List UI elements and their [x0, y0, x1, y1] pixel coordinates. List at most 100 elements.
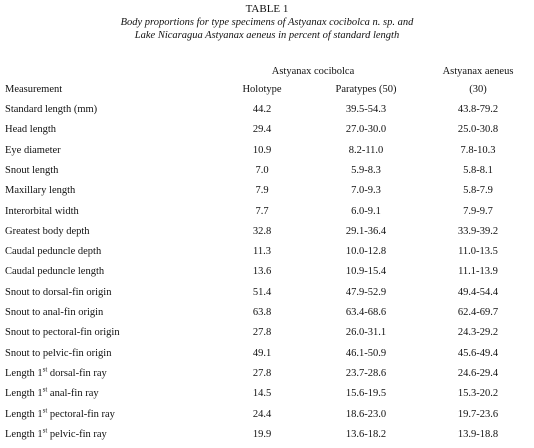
label-part: Greatest body depth: [5, 225, 90, 237]
column-header: Holotype: [242, 84, 282, 95]
label-part: Length 1: [5, 388, 43, 400]
row-label: Greatest body depth: [5, 226, 90, 238]
table-cell: 29.1-36.4: [345, 225, 387, 237]
table-cell: 33.9-39.2: [457, 225, 499, 237]
table-cell: 7.7: [255, 205, 269, 217]
row-label: Head length: [5, 124, 56, 136]
table-cell: 5.8-8.1: [463, 164, 493, 176]
table-cell: 23.7-28.6: [345, 367, 387, 379]
table-cell: 19.7-23.6: [457, 408, 499, 420]
label-part: pelvic-fin ray: [47, 428, 107, 440]
table-cell: 5.9-8.3: [351, 164, 381, 176]
column-header: Measurement: [5, 84, 63, 95]
table-cell: 24.4: [252, 408, 272, 420]
table-cell: 44.2: [252, 104, 272, 115]
row-label: Standard length (mm): [5, 104, 97, 116]
group-header: Astyanax aeneus: [442, 66, 514, 77]
table-cell: 51.4: [252, 286, 272, 298]
table-cell: 45.6-49.4: [457, 347, 499, 359]
row-label: Snout to anal-fin origin: [5, 307, 103, 319]
label-part: Snout to pectoral-fin origin: [5, 327, 120, 339]
label-part: Caudal peduncle length: [5, 266, 105, 278]
table-cell: 63.8: [252, 307, 272, 318]
table-cell: 10.9-15.4: [345, 266, 387, 278]
table-cell: 7.0: [255, 164, 269, 176]
label-part: Snout to anal-fin origin: [5, 307, 104, 318]
label-part: Snout to dorsal-fin origin: [5, 286, 112, 298]
label-part: dorsal-fin ray: [47, 367, 107, 379]
row-label: Eye diameter: [5, 145, 61, 157]
table-cell: 15.6-19.5: [345, 388, 387, 400]
column-header: (30): [469, 84, 487, 95]
table-cell: 32.8: [252, 225, 272, 237]
label-part: Length 1: [5, 408, 43, 420]
label-part: st: [42, 365, 48, 374]
table-cell: 13.9-18.8: [457, 428, 499, 440]
table-cell: 7.9: [255, 185, 269, 197]
label-part: st: [42, 385, 48, 394]
table-cell: 11.1-13.9: [458, 266, 498, 278]
label-part: Snout length: [5, 164, 59, 176]
table-cell: 7.8-10.3: [460, 144, 496, 156]
table-cell: 49.4-54.4: [457, 286, 499, 298]
table-cell: 15.3-20.2: [457, 388, 499, 400]
label-part: Caudal peduncle depth: [5, 246, 102, 258]
row-label: Length 1st anal-fin ray: [5, 385, 99, 400]
table-cell: 7.0-9.3: [351, 185, 381, 197]
row-label: Snout to pectoral-fin origin: [5, 327, 120, 339]
table-cell: 24.3-29.2: [457, 327, 499, 339]
table-cell: 5.8-7.9: [463, 185, 493, 197]
table-cell: 13.6-18.2: [345, 428, 387, 440]
table-cell: 10.0-12.8: [345, 246, 387, 258]
row-label: Snout to dorsal-fin origin: [5, 287, 111, 299]
row-label: Interorbital width: [5, 206, 79, 218]
row-label: Maxillary length: [5, 185, 75, 197]
table-cell: 19.9: [252, 428, 272, 440]
table-cell: 63.4-68.6: [345, 307, 387, 318]
row-label: Snout length: [5, 165, 58, 177]
table-cell: 11.3: [253, 246, 271, 258]
label-part: st: [42, 426, 48, 435]
group-header: Astyanax cocibolca: [271, 66, 355, 77]
label-part: Maxillary length: [5, 185, 76, 197]
table-cell: 26.0-31.1: [345, 327, 387, 339]
label-part: Length 1: [5, 367, 43, 379]
table-cell: 62.4-69.7: [457, 307, 499, 318]
table-cell: 6.0-9.1: [351, 205, 381, 217]
table-cell: 49.1: [252, 347, 272, 359]
label-part: pectoral-fin ray: [47, 408, 115, 420]
label-part: Length 1: [5, 428, 43, 440]
label-part: Eye diameter: [5, 144, 61, 156]
table-cell: 47.9-52.9: [345, 286, 387, 298]
label-part: st: [42, 406, 48, 414]
table-cell: 14.5: [252, 388, 272, 400]
row-label: Length 1st pelvic-fin ray: [5, 426, 107, 441]
table-cell: 29.4: [252, 124, 272, 136]
table-cell: 8.2-11.0: [348, 144, 384, 156]
label-part: anal-fin ray: [47, 388, 99, 400]
table-title: TABLE 1: [245, 3, 289, 15]
table-cell: 27.8: [252, 327, 272, 339]
table-cell: 10.9: [252, 144, 272, 156]
table-cell: 18.6-23.0: [345, 408, 387, 420]
caption-line: Body proportions for type specimens of A…: [120, 17, 414, 28]
table-cell: 46.1-50.9: [345, 347, 387, 359]
table-cell: 43.8-79.2: [457, 104, 499, 115]
column-header: Paratypes (50): [335, 84, 397, 95]
row-label: Caudal peduncle length: [5, 266, 104, 278]
label-part: Head length: [5, 124, 57, 136]
label-part: Snout to pelvic-fin origin: [5, 347, 112, 359]
caption-line: Lake Nicaragua Astyanax aeneus in percen…: [134, 30, 400, 41]
label-part: Standard length (mm): [5, 104, 98, 115]
table-cell: 7.9-9.7: [463, 205, 493, 217]
table-cell: 39.5-54.3: [345, 104, 387, 115]
table-cell: 24.6-29.4: [457, 367, 499, 379]
table-cell: 13.6: [252, 266, 272, 278]
row-label: Snout to pelvic-fin origin: [5, 348, 111, 360]
label-part: Interorbital width: [5, 205, 79, 217]
row-label: Length 1st dorsal-fin ray: [5, 365, 107, 380]
table-cell: 27.8: [252, 367, 272, 379]
row-label: Caudal peduncle depth: [5, 246, 101, 258]
table-cell: 27.0-30.0: [345, 124, 387, 136]
